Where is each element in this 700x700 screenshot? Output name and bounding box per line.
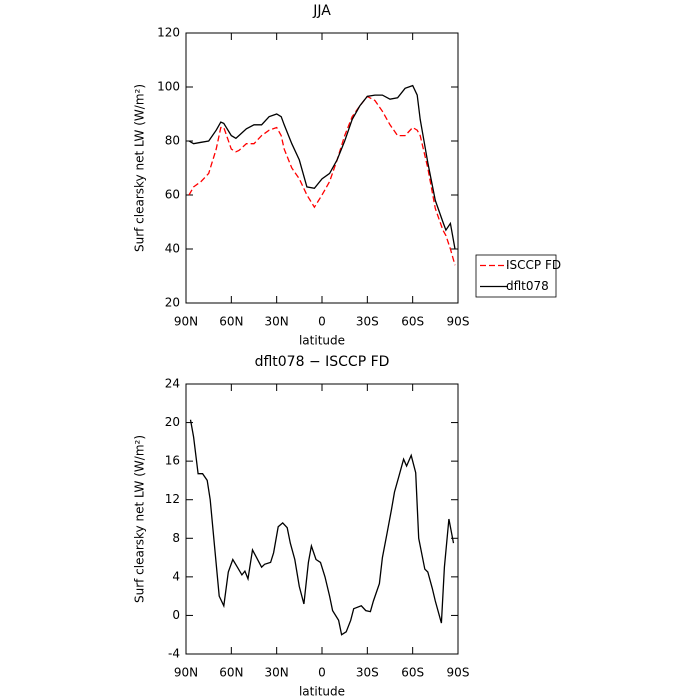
x-tick-label: 90N xyxy=(174,315,198,329)
x-tick-label: 90S xyxy=(447,666,470,680)
y-tick-label: 24 xyxy=(165,377,180,391)
y-tick-label: 12 xyxy=(165,492,180,506)
legend-label: ISCCP FD xyxy=(506,258,561,272)
legend-label: dflt078 xyxy=(506,279,549,293)
x-tick-label: 0 xyxy=(318,315,326,329)
x-tick-label: 90N xyxy=(174,666,198,680)
x-tick-label: 30S xyxy=(356,666,379,680)
y-tick-label: 4 xyxy=(172,569,180,583)
y-axis-label: Surf clearsky net LW (W/m²) xyxy=(133,435,147,603)
y-tick-label: 60 xyxy=(165,188,180,202)
y-tick-label: 0 xyxy=(172,608,180,622)
y-tick-label: -4 xyxy=(168,647,180,661)
x-tick-label: 60S xyxy=(401,315,424,329)
x-tick-label: 60N xyxy=(219,666,243,680)
plot-frame xyxy=(185,383,459,655)
y-tick-label: 20 xyxy=(165,415,180,429)
y-tick-label: 120 xyxy=(157,26,180,40)
y-tick-label: 100 xyxy=(157,80,180,94)
y-tick-label: 40 xyxy=(165,242,180,256)
x-tick-label: 0 xyxy=(318,666,326,680)
y-tick-label: 80 xyxy=(165,134,180,148)
chart-title: JJA xyxy=(312,3,331,19)
plot-frame xyxy=(185,32,459,304)
x-tick-label: 30N xyxy=(265,666,289,680)
x-tick-label: 60S xyxy=(401,666,424,680)
legend-frame xyxy=(475,254,557,298)
y-tick-label: 8 xyxy=(172,531,180,545)
y-tick-label: 20 xyxy=(165,296,180,310)
x-tick-label: 30S xyxy=(356,315,379,329)
y-tick-label: 16 xyxy=(165,454,180,468)
chart-title: dflt078 − ISCCP FD xyxy=(255,354,390,370)
x-tick-label: 30N xyxy=(265,315,289,329)
data-line xyxy=(189,419,455,636)
data-line xyxy=(188,84,456,250)
data-line xyxy=(188,95,456,266)
x-tick-label: 90S xyxy=(447,315,470,329)
x-axis-label: latitude xyxy=(299,685,345,699)
y-axis-label: Surf clearsky net LW (W/m²) xyxy=(133,84,147,252)
x-axis-label: latitude xyxy=(299,334,345,348)
x-tick-label: 60N xyxy=(219,315,243,329)
